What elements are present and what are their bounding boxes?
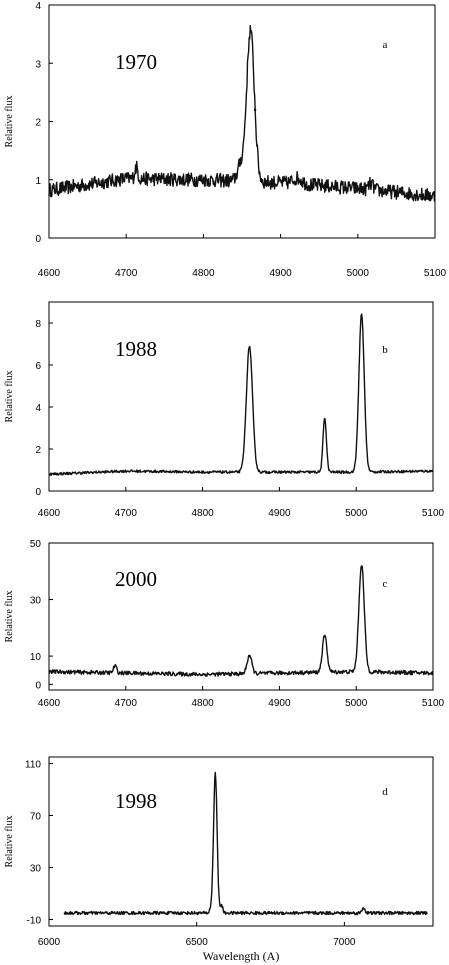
data-point (253, 108, 257, 112)
x-tick-label: 5000 (345, 508, 368, 519)
panel-d: -10 30 70 110 6000 6500 7000 Relative flux Wavel… (4, 756, 434, 963)
x-tick-label: 4800 (191, 698, 214, 709)
year-label: 1988 (115, 337, 157, 361)
x-tick-label: 4600 (38, 508, 61, 519)
panel-letter: c (383, 578, 388, 590)
x-tick-label: 4800 (191, 508, 214, 519)
y-tick-label: -10 (27, 916, 42, 927)
x-tick-label: 4700 (115, 268, 138, 279)
x-tick-label: 6500 (186, 937, 209, 948)
x-tick-label: 5000 (347, 268, 370, 279)
x-tick-label: 5000 (345, 698, 368, 709)
y-axis-label: Relative flux (4, 591, 15, 643)
y-tick-label: 2 (35, 445, 41, 456)
x-tick-label: 4600 (38, 268, 61, 279)
y-tick-label: 4 (35, 1, 41, 12)
spectrum-line (48, 565, 434, 677)
year-label: 1970 (115, 50, 157, 74)
y-tick-label: 50 (30, 539, 42, 550)
y-tick-label: 0 (35, 487, 41, 498)
x-tick-label: 5100 (422, 698, 445, 709)
y-tick-label: 3 (35, 59, 41, 70)
x-axis-label: Wavelength (A) (203, 949, 280, 963)
plot-frame (48, 4, 436, 239)
y-axis-label: Relative flux (4, 96, 15, 148)
y-axis-label: Relative flux (4, 371, 15, 423)
x-tick-label: 4900 (268, 508, 291, 519)
y-axis-label: Relative flux (4, 816, 15, 868)
year-label: 2000 (115, 567, 157, 591)
y-tick-label: 0 (35, 234, 41, 245)
plot-frame (48, 301, 434, 492)
y-tick-label: 6 (35, 361, 41, 372)
x-tick-label: 4900 (269, 268, 292, 279)
y-tick-label: 1 (35, 176, 41, 187)
spectrum-line (48, 313, 434, 476)
y-tick-label: 0 (35, 680, 41, 691)
panel-a: 0 1 2 3 4 4600 4700 4800 4900 5000 5100 Relative fl… (4, 1, 447, 279)
y-tick-label: 70 (30, 812, 42, 823)
panel-b: 0 2 4 6 8 4600 4700 4800 4900 5000 5100 Relative fl… (4, 301, 445, 519)
y-tick-label: 30 (30, 596, 42, 607)
x-tick-label: 4700 (115, 508, 138, 519)
x-tick-label: 5100 (422, 508, 445, 519)
spectrum-line (63, 771, 428, 916)
plot-frame (48, 542, 434, 691)
x-tick-label: 7000 (333, 937, 356, 948)
x-tick-label: 4700 (115, 698, 138, 709)
x-tick-label: 5100 (424, 268, 447, 279)
panel-c: 0 10 30 50 4600 4700 4800 4900 5000 5100 Relative … (4, 539, 445, 709)
panel-letter: a (383, 39, 388, 51)
panel-letter: d (382, 786, 388, 798)
y-tick-label: 10 (30, 652, 42, 663)
panel-letter: b (382, 344, 388, 356)
y-tick-label: 8 (35, 319, 41, 330)
y-tick-label: 2 (35, 118, 41, 129)
y-tick-label: 110 (25, 760, 41, 771)
spectrum-line (48, 24, 436, 202)
x-tick-label: 4800 (192, 268, 215, 279)
y-tick-label: 4 (35, 403, 41, 414)
y-tick-label: 30 (30, 864, 42, 875)
x-tick-label: 4900 (268, 698, 291, 709)
x-tick-label: 4600 (38, 698, 61, 709)
x-tick-label: 6000 (38, 937, 61, 948)
plot-frame (48, 756, 434, 927)
year-label: 1998 (115, 789, 157, 813)
